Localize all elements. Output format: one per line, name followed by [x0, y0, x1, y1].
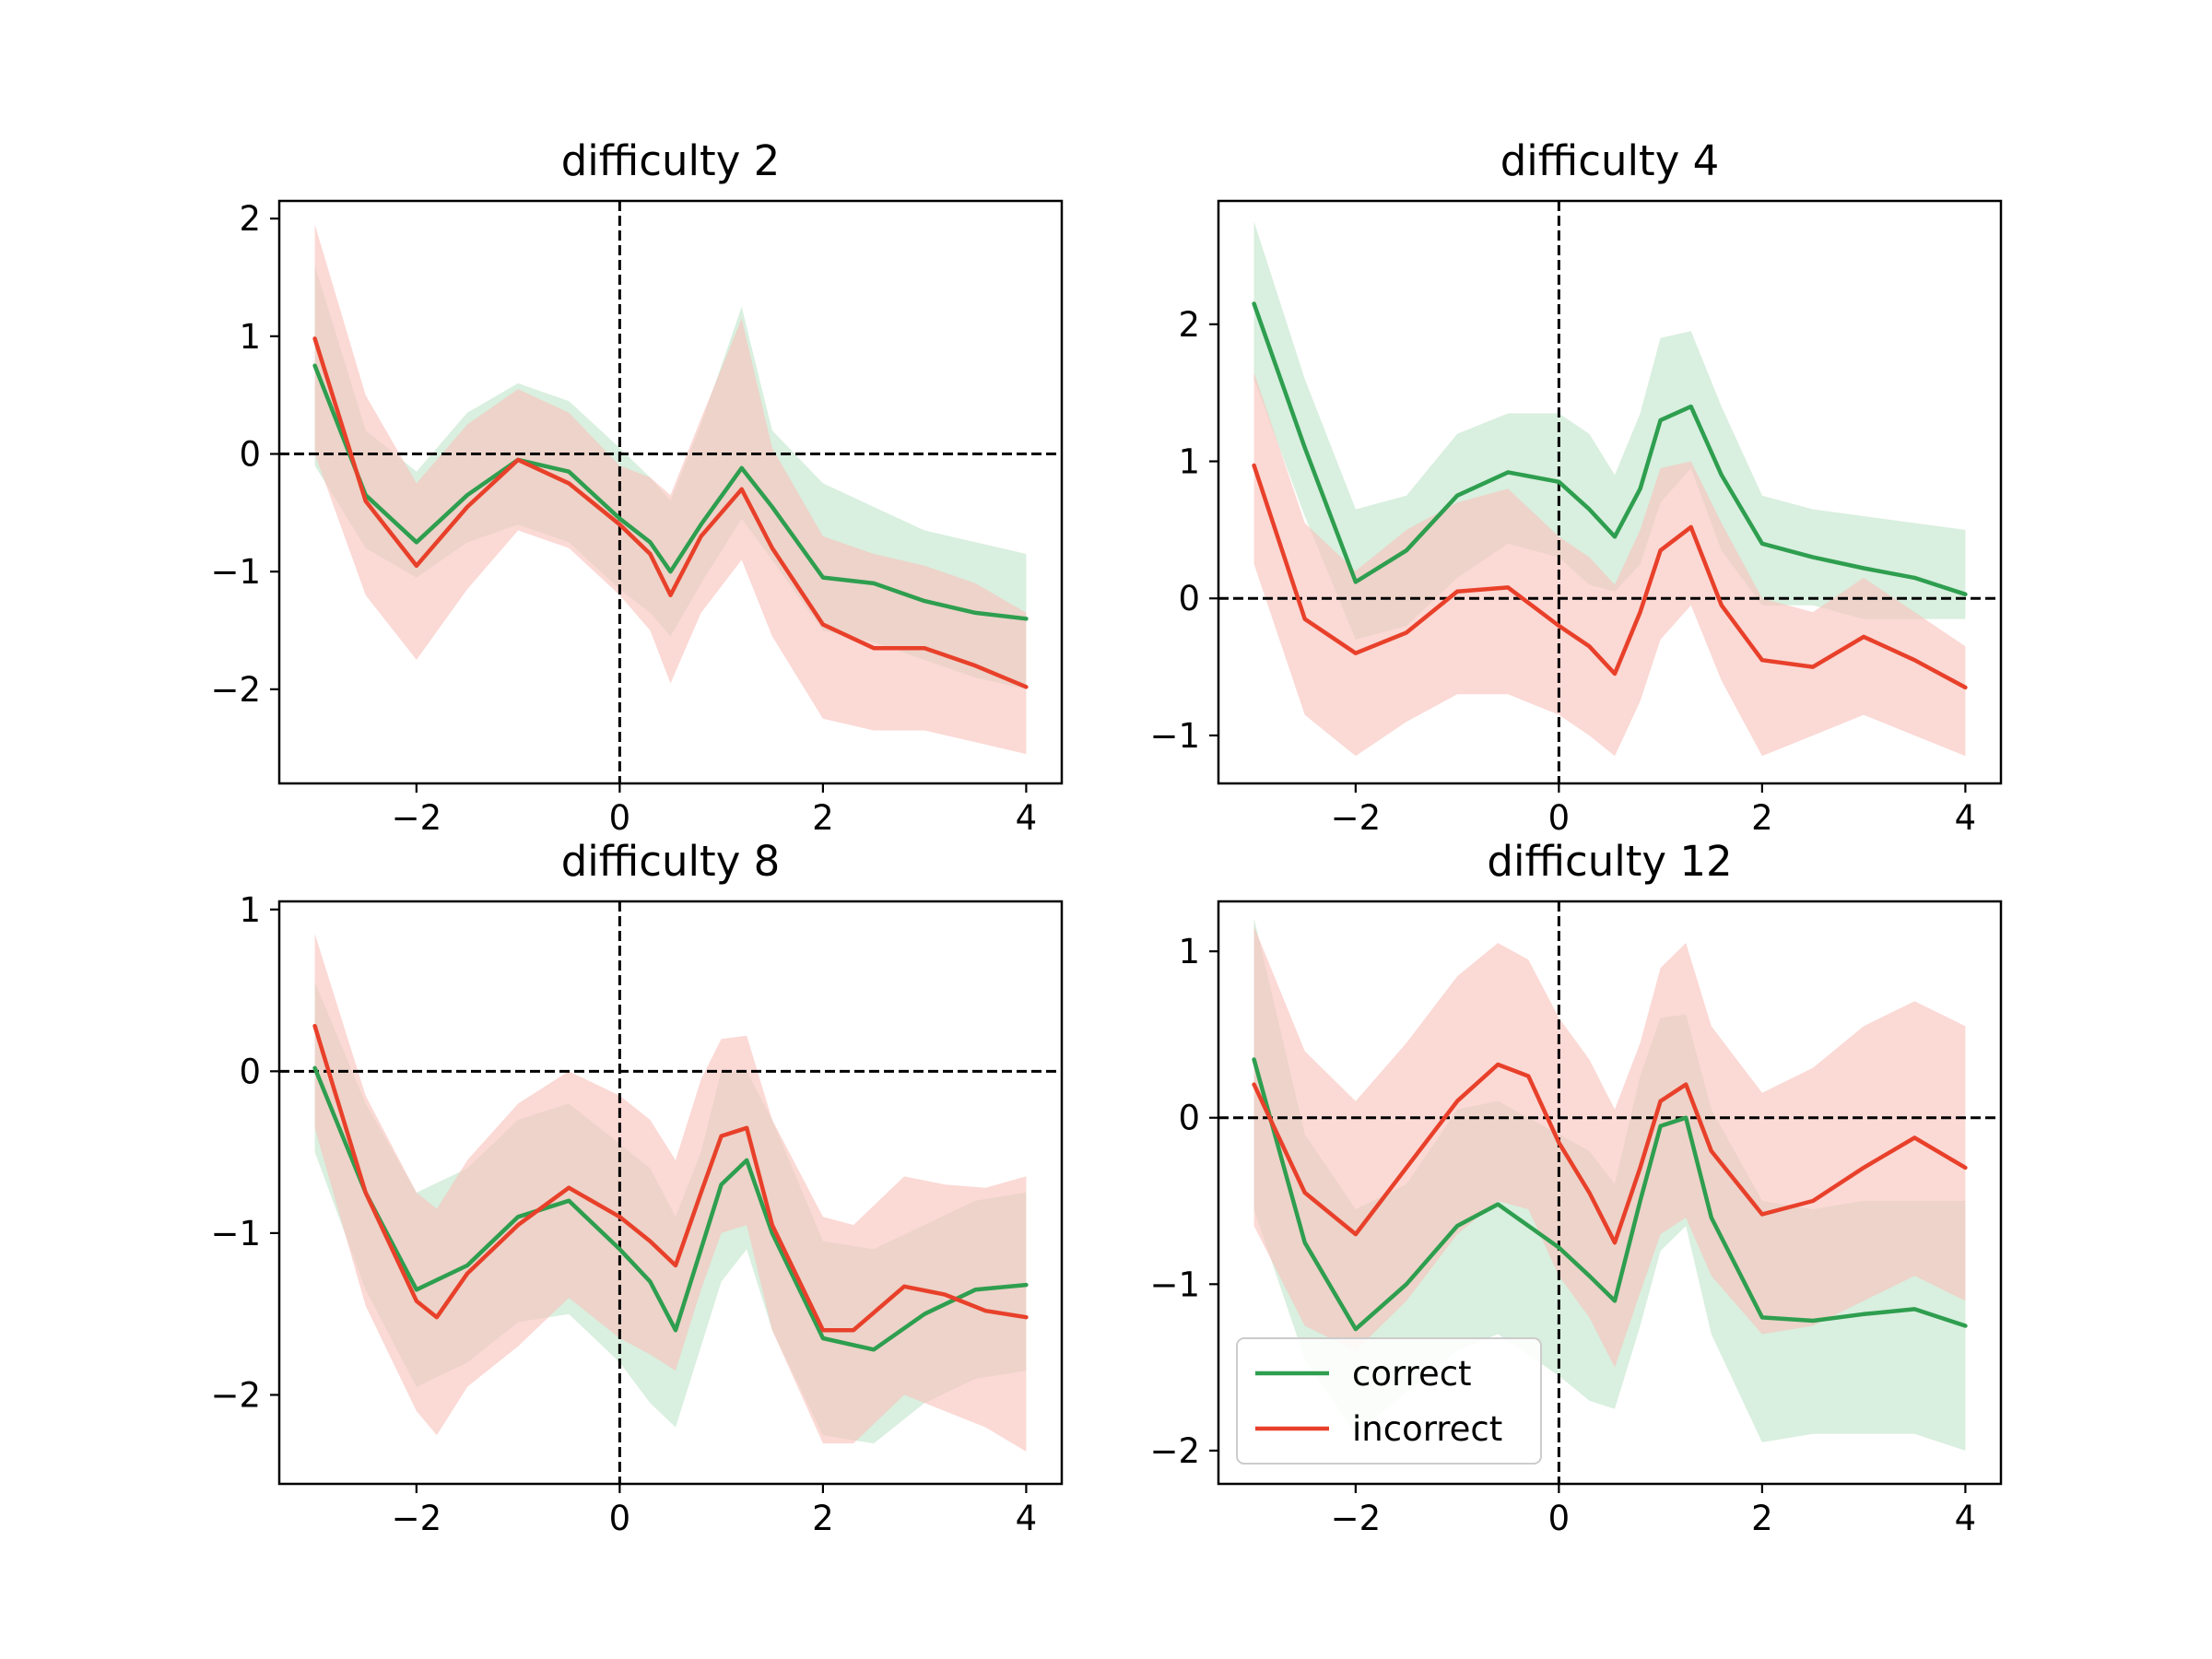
x-tick-label: 4: [1955, 798, 1977, 838]
subplot-title: difficulty 8: [561, 837, 781, 886]
x-tick-label: 2: [812, 798, 834, 838]
series-line-incorrect: [1252, 1062, 1968, 1245]
y-tick-label: 1: [239, 317, 261, 357]
x-tick-label: −2: [392, 798, 442, 838]
y-tick-label: −2: [1149, 1431, 1200, 1471]
series-line-correct: [1252, 301, 1968, 597]
y-tick-label: −2: [210, 670, 261, 710]
band-incorrect: [314, 934, 1027, 1452]
x-tick-label: 4: [1955, 1499, 1977, 1538]
y-tick-label: 0: [1178, 1099, 1200, 1138]
axes-frame: [1217, 900, 2003, 1486]
series-line-correct: [1252, 1057, 1968, 1332]
subplot-1: −2 0 2 4 −2 −1 0 1 2 difficulty 2: [210, 136, 1064, 838]
subplot-2: −2 0 2 4 −1 0 1 2 difficulty 4: [1149, 136, 2003, 838]
x-tick-label: 2: [1751, 798, 1773, 838]
y-tick-label: 1: [1178, 932, 1200, 971]
axes-frame: [277, 199, 1064, 785]
series-line-correct: [312, 1065, 1029, 1352]
y-tick-label: 2: [1178, 305, 1200, 345]
y-tick-label: −1: [210, 552, 261, 592]
x-tick-label: 2: [812, 1499, 834, 1538]
plot-area: [279, 201, 1062, 783]
legend: correct incorrect: [1236, 1337, 1542, 1465]
x-tick-label: −2: [1331, 1499, 1382, 1538]
y-tick-label: 0: [1178, 579, 1200, 618]
x-tick-label: 0: [1548, 798, 1571, 838]
x-tick-label: 4: [1016, 798, 1038, 838]
legend-box: [1236, 1337, 1542, 1465]
y-tick-label: 0: [239, 1052, 261, 1091]
subplot-title: difficulty 12: [1487, 837, 1732, 886]
subplot-4: −2 0 2 4 −2 −1 0 1 difficulty 12: [1149, 837, 2003, 1538]
x-tick-label: 0: [609, 1499, 631, 1538]
plot-area: [1218, 201, 2001, 783]
x-tick-label: 0: [1548, 1499, 1571, 1538]
series-line-incorrect: [312, 336, 1029, 689]
x-tick-label: −2: [392, 1499, 442, 1538]
legend-label-correct: correct: [1352, 1354, 1472, 1394]
y-tick-label: 0: [239, 435, 261, 475]
subplot-grid: −2 0 2 4 −2 −1 0 1 2 difficulty 2 −2 0 2 4 −1 0 1 2 diffic…: [210, 136, 2003, 1538]
subplot-title: difficulty 2: [561, 136, 781, 185]
y-tick-label: 1: [239, 890, 261, 930]
axes-frame: [1217, 199, 2003, 785]
x-tick-label: 0: [609, 798, 631, 838]
x-tick-label: 2: [1751, 1499, 1773, 1538]
y-tick-label: −1: [1149, 716, 1200, 756]
band-incorrect: [314, 224, 1027, 755]
subplot-title: difficulty 4: [1500, 136, 1720, 185]
y-tick-label: −1: [210, 1214, 261, 1253]
series-line-incorrect: [1252, 463, 1968, 690]
y-tick-label: 1: [1178, 442, 1200, 482]
plot-area: [279, 901, 1062, 1484]
y-tick-label: 2: [239, 199, 261, 239]
y-tick-label: −1: [1149, 1265, 1200, 1304]
series-line-correct: [312, 363, 1029, 621]
band-incorrect: [1253, 371, 1966, 757]
y-tick-label: −2: [210, 1375, 261, 1415]
series-line-incorrect: [312, 1023, 1029, 1333]
plot-area: [1218, 901, 2001, 1484]
legend-label-incorrect: incorrect: [1352, 1409, 1502, 1449]
x-tick-label: 4: [1016, 1499, 1038, 1538]
x-tick-label: −2: [1331, 798, 1382, 838]
axes-frame: [277, 900, 1064, 1486]
subplot-3: −2 0 2 4 −2 −1 0 1 difficulty 8: [210, 837, 1064, 1538]
